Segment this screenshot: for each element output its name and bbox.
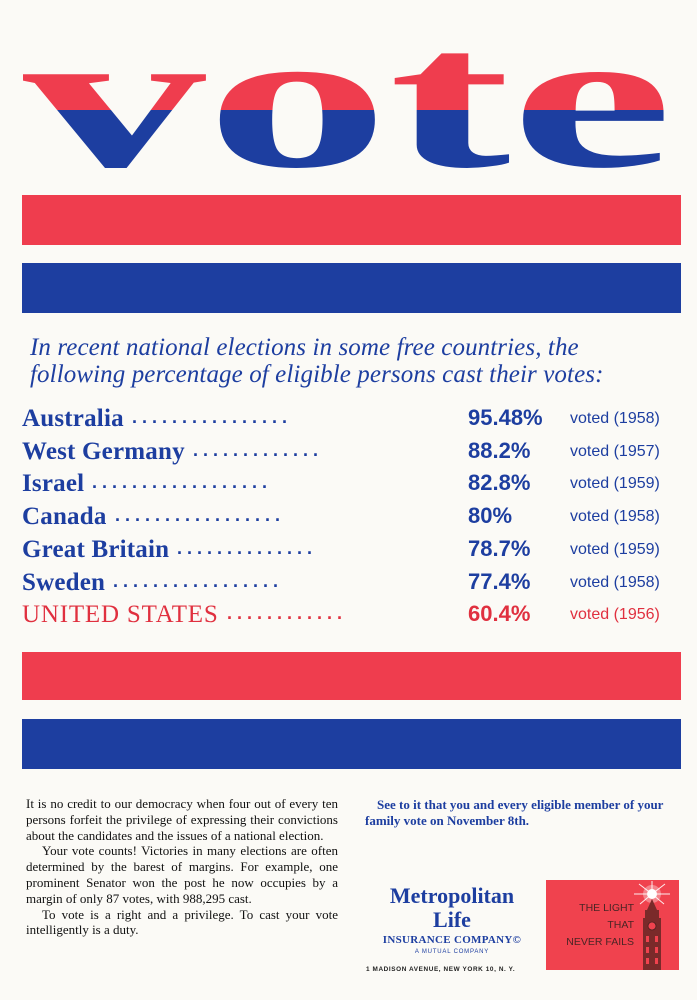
- leader-dots: . . . . . . . . . . . .: [227, 603, 343, 624]
- tower-light-icon: [634, 881, 670, 970]
- turnout-row: Sweden . . . . . . . . . . . . . . . . .…: [22, 569, 686, 601]
- turnout-row: UNITED STATES . . . . . . . . . . . . 60…: [22, 601, 686, 633]
- turnout-percent: 60.4%: [468, 601, 531, 627]
- body-column: It is no credit to our democracy when fo…: [26, 796, 338, 938]
- voted-year: voted (1957): [570, 442, 660, 460]
- tagline-line-1: THE LIGHT: [579, 902, 634, 914]
- leader-dots: . . . . . . . . . . . . . . . . .: [115, 505, 281, 526]
- red-stripe-top: [22, 195, 681, 245]
- sponsor-mutual-company: A MUTUAL COMPANY: [414, 949, 490, 955]
- blue-stripe-bottom: [22, 719, 681, 769]
- light-badge: THE LIGHT THAT NEVER FAILS: [546, 880, 679, 970]
- badge-tagline: THE LIGHT THAT NEVER FAILS: [554, 900, 634, 951]
- body-paragraph-2: Your vote counts! Victories in many elec…: [26, 843, 338, 906]
- leader-dots: . . . . . . . . . . . . .: [193, 439, 319, 460]
- sponsor-address: 1 MADISON AVENUE, NEW YORK 10, N. Y.: [366, 966, 516, 973]
- turnout-row: Australia . . . . . . . . . . . . . . . …: [22, 405, 686, 437]
- voted-year: voted (1956): [570, 606, 660, 624]
- sponsor-name-line-1: Metropolitan: [389, 883, 515, 908]
- country-name: Canada: [22, 503, 107, 531]
- body-paragraph-3: To vote is a right and a privilege. To c…: [26, 906, 338, 938]
- sponsor-logo: Metropolitan Life INSURANCE COMPANY© A M…: [358, 883, 546, 956]
- turnout-percent: 80%: [468, 503, 513, 529]
- country-name: West Germany: [22, 437, 185, 465]
- vote-headline-bottom: vote: [23, 0, 673, 180]
- blue-stripe-top: [22, 263, 681, 313]
- tagline-line-2: THAT: [607, 919, 634, 931]
- country-name: Sweden: [22, 568, 106, 596]
- country-name: UNITED STATES: [22, 601, 219, 629]
- intro-line-1: In recent national elections in some fre…: [30, 334, 579, 361]
- turnout-row: Canada . . . . . . . . . . . . . . . . .…: [22, 503, 686, 535]
- turnout-row: West Germany . . . . . . . . . . . . . 8…: [22, 438, 686, 470]
- voted-year: voted (1958): [570, 573, 660, 591]
- vote-headline: vote vote: [23, 0, 673, 180]
- turnout-percent: 88.2%: [468, 437, 531, 463]
- country-name: Australia: [22, 405, 124, 432]
- intro-line-2: following percentage of eligible persons…: [30, 361, 604, 388]
- turnout-percent: 77.4%: [468, 568, 531, 594]
- tagline-line-3: NEVER FAILS: [566, 936, 634, 948]
- call-to-action: See to it that you and every eligible me…: [365, 797, 664, 828]
- red-stripe-bottom: [22, 652, 681, 700]
- turnout-row: Great Britain . . . . . . . . . . . . . …: [22, 536, 686, 568]
- turnout-percent: 82.8%: [468, 470, 531, 496]
- sponsor-insurance-company: INSURANCE COMPANY©: [382, 934, 522, 946]
- leader-dots: . . . . . . . . . . . . . . . . .: [113, 570, 279, 591]
- leader-dots: . . . . . . . . . . . . . . . . . .: [92, 472, 268, 493]
- voted-year: voted (1958): [570, 508, 660, 526]
- leader-dots: . . . . . . . . . . . . . . . .: [132, 407, 288, 427]
- turnout-percent: 78.7%: [468, 535, 531, 561]
- voted-year: voted (1959): [570, 475, 660, 493]
- leader-dots: . . . . . . . . . . . . . .: [177, 537, 313, 558]
- voted-year: voted (1958): [570, 410, 660, 427]
- turnout-row: Israel . . . . . . . . . . . . . . . . .…: [22, 470, 686, 502]
- intro-text: In recent national elections in some fre…: [30, 334, 680, 388]
- sponsor-name-line-2: Life: [433, 907, 471, 932]
- turnout-percent: 95.48%: [468, 405, 543, 430]
- vote-headline-top: vote: [23, 0, 673, 180]
- country-name: Great Britain: [22, 535, 170, 563]
- voted-year: voted (1959): [570, 540, 660, 558]
- body-paragraph-1: It is no credit to our democracy when fo…: [26, 796, 338, 843]
- country-name: Israel: [22, 470, 85, 498]
